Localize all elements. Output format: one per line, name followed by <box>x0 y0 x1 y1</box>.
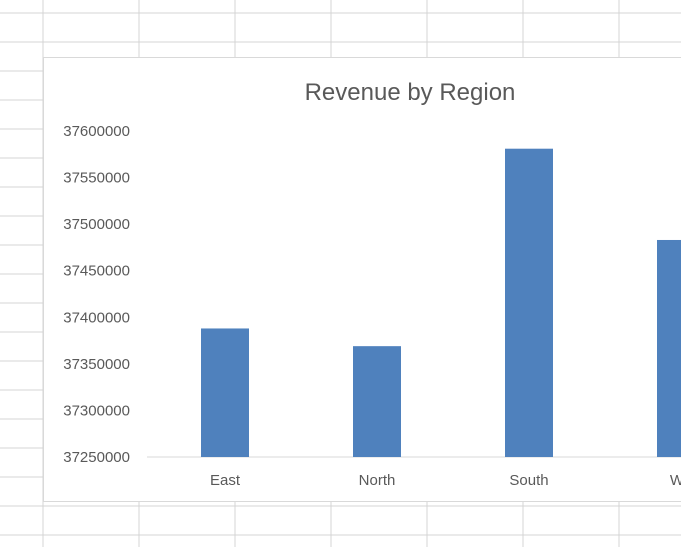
y-tick-label: 37450000 <box>63 263 130 280</box>
bar[interactable] <box>657 239 681 457</box>
y-axis-tick-labels: 37600000 37550000 37500000 37450000 37400000… <box>63 123 130 466</box>
bar[interactable] <box>505 148 553 457</box>
y-tick-label: 37500000 <box>63 216 130 233</box>
bar[interactable] <box>353 346 401 457</box>
x-category-label: South <box>509 472 548 489</box>
y-tick-label: 37550000 <box>63 170 130 187</box>
x-axis-category-labels: East North South We <box>210 472 681 489</box>
x-category-label: We <box>670 472 681 489</box>
y-tick-label: 37400000 <box>63 309 130 326</box>
y-tick-label: 37350000 <box>63 356 130 373</box>
y-tick-label: 37300000 <box>63 402 130 419</box>
x-category-label: North <box>359 472 396 489</box>
y-tick-label: 37600000 <box>63 123 130 140</box>
bars <box>201 148 681 457</box>
chart-title: Revenue by Region <box>305 79 516 106</box>
x-category-label: East <box>210 472 241 489</box>
bar-chart: Revenue by Region 37600000 37550000 375000… <box>63 79 681 489</box>
bar[interactable] <box>201 328 249 457</box>
chart-area[interactable]: Revenue by Region 37600000 37550000 375000… <box>43 57 681 502</box>
y-tick-label: 37250000 <box>63 449 130 466</box>
